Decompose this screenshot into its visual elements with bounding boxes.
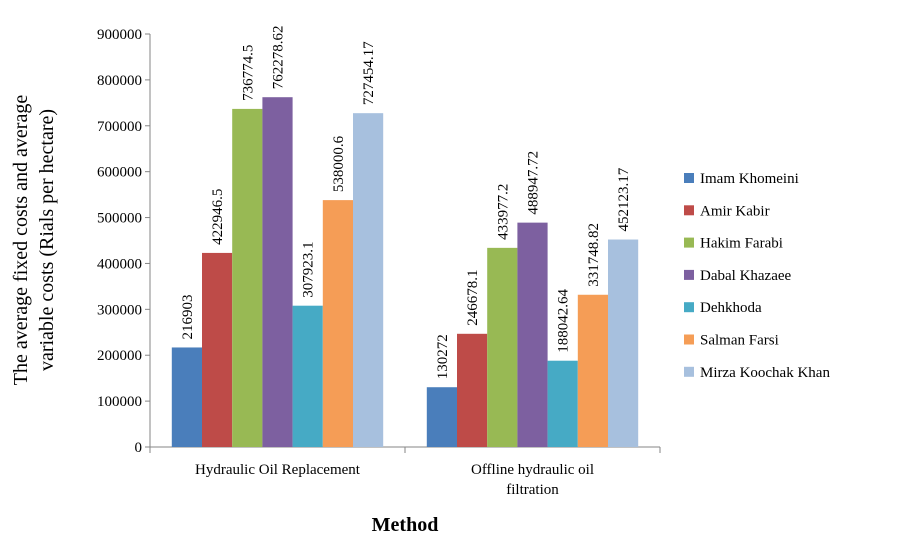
bar (517, 222, 548, 447)
bar (262, 97, 293, 447)
legend-label: Salman Farsi (700, 333, 779, 349)
data-label: 488947.72 (526, 151, 542, 215)
y-tick-label: 500000 (97, 211, 142, 227)
data-label: 727454.17 (361, 41, 377, 105)
y-tick-label: 100000 (97, 394, 142, 410)
x-category-label: Hydraulic Oil Replacement (195, 462, 361, 478)
y-tick-label: 400000 (97, 256, 142, 272)
legend-swatch (684, 366, 694, 377)
legend-swatch (684, 173, 694, 183)
y-tick-label: 200000 (97, 348, 142, 364)
data-label: 216903 (180, 294, 196, 339)
data-label: 246678.1 (465, 270, 481, 326)
x-category-label: filtration (506, 482, 559, 498)
data-label: 736774.5 (240, 45, 256, 101)
legend-label: Hakim Farabi (700, 236, 783, 252)
bar (426, 387, 457, 447)
bar (292, 305, 323, 447)
legend-label: Amir Kabir (700, 203, 770, 219)
y-tick-label: 300000 (97, 302, 142, 318)
bar (608, 239, 639, 447)
data-label: 331748.82 (586, 223, 602, 287)
data-label: 538000.6 (331, 135, 347, 192)
data-label: 307923.1 (301, 241, 317, 297)
data-label: 762278.62 (271, 25, 287, 89)
legend-label: Mirza Koochak Khan (700, 365, 830, 381)
legend-label: Imam Khomeini (700, 171, 799, 187)
x-category-label: Offline hydraulic oil (471, 462, 594, 478)
legend-label: Dabal Khazaee (700, 268, 792, 284)
y-tick-label: 800000 (97, 73, 142, 89)
bar (171, 347, 202, 447)
bar (202, 252, 233, 447)
data-label: 130272 (435, 334, 451, 379)
y-tick-label: 0 (135, 440, 143, 456)
bar (353, 113, 384, 447)
legend-swatch (684, 269, 694, 280)
y-axis-title: variable costs (Rials per hectare) (36, 109, 58, 371)
y-tick-label: 600000 (97, 165, 142, 181)
bar (322, 200, 353, 447)
x-axis-title: Method (372, 514, 439, 536)
y-tick-label: 700000 (97, 119, 142, 135)
y-tick-label: 900000 (97, 27, 142, 43)
bar (457, 333, 488, 447)
data-label: 422946.5 (210, 189, 226, 245)
bar (577, 294, 608, 447)
legend-swatch (684, 334, 694, 345)
bar (487, 247, 518, 447)
data-label: 452123.17 (616, 167, 632, 231)
legend-swatch (684, 205, 694, 216)
legend-swatch (684, 237, 694, 248)
y-axis-title: The average fixed costs and average (10, 95, 32, 386)
legend-swatch (684, 302, 694, 313)
data-label: 188042.64 (556, 288, 572, 352)
bar (547, 360, 578, 447)
legend-label: Dehkhoda (700, 300, 762, 316)
data-label: 433977.2 (495, 184, 511, 240)
bar (232, 108, 263, 447)
